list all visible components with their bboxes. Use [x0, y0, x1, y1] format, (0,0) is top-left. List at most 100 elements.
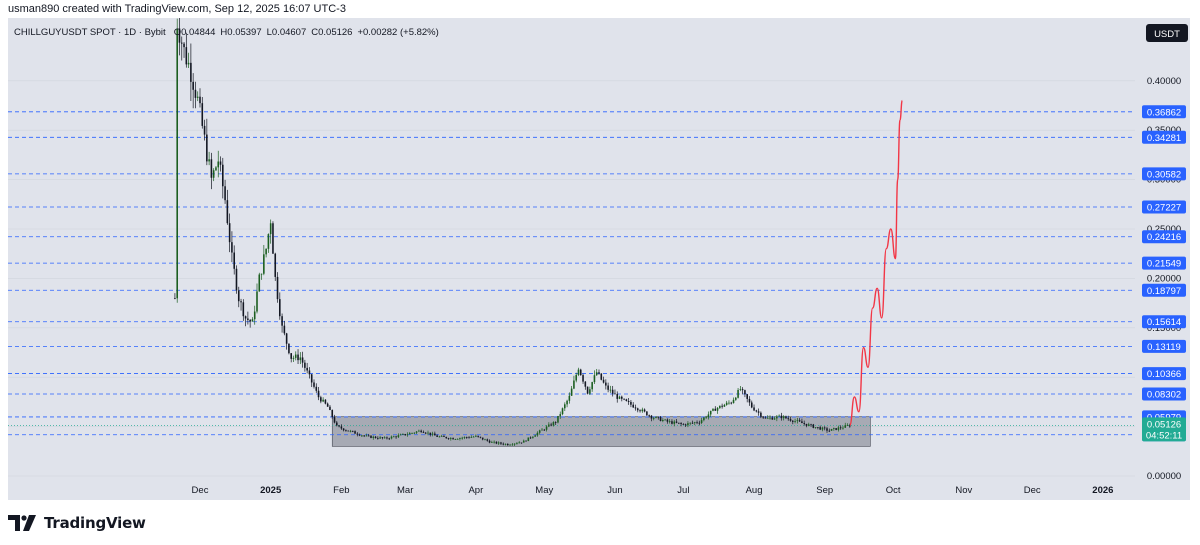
currency-button[interactable]: USDT [1146, 24, 1188, 42]
candle-body-37 [258, 274, 261, 292]
candle-body-18 [215, 167, 217, 171]
candle-body-87 [372, 436, 375, 438]
candle-body-208 [648, 415, 650, 417]
candle-body-98 [397, 435, 400, 438]
candle-body-80 [356, 433, 359, 435]
level-tag-6 [1142, 283, 1186, 297]
candle-body-189 [605, 382, 607, 386]
candle-body-233 [705, 417, 707, 419]
candle-body-2 [178, 28, 181, 43]
candle-body-167 [554, 422, 557, 423]
y-tick-3: 0.25000 [1147, 224, 1181, 235]
range-box-layer [331, 416, 871, 447]
candle-body-295 [846, 425, 849, 426]
candle-body-78 [351, 430, 354, 432]
level-tag-label-2: 0.30582 [1147, 169, 1181, 180]
candle-body-131 [472, 436, 475, 438]
candle-body-159 [536, 432, 539, 436]
candle-body-48 [283, 325, 286, 334]
candle-body-210 [652, 417, 655, 419]
candle-body-281 [814, 427, 817, 428]
candle-body-191 [609, 389, 612, 391]
candle-body-89 [377, 437, 379, 439]
y-tick-5: 0.15000 [1147, 323, 1181, 334]
candle-body-223 [682, 423, 685, 425]
x-tick-8: Aug [746, 485, 763, 496]
candle-body-151 [518, 442, 520, 444]
candle-body-103 [408, 433, 411, 435]
chart-canvas[interactable]: 0.400000.350000.300000.250000.200000.150… [0, 18, 1200, 500]
candle-body-94 [388, 438, 391, 440]
candle-body-137 [486, 439, 489, 441]
level-tag-label-4: 0.24216 [1147, 232, 1181, 243]
projection-path [849, 99, 903, 427]
candle-body-178 [579, 369, 582, 376]
candle-body-249 [741, 389, 744, 391]
candle-body-90 [379, 437, 381, 439]
candle-body-257 [760, 412, 762, 417]
candle-body-11 [199, 96, 201, 104]
candle-body-63 [317, 390, 320, 398]
x-tick-3: Mar [397, 485, 413, 496]
candle-body-3 [180, 42, 183, 44]
candle-body-47 [281, 316, 283, 326]
candle-body-129 [468, 437, 470, 439]
candle-body-23 [226, 200, 229, 224]
candle-body-39 [263, 254, 265, 274]
candle-body-122 [452, 438, 454, 440]
candle-body-154 [525, 440, 527, 442]
candle-body-31 [244, 316, 247, 319]
candle-body-66 [324, 399, 327, 404]
candle-body-0 [174, 298, 176, 299]
candle-body-113 [431, 433, 434, 435]
y-tick-8: 0.00000 [1147, 471, 1181, 482]
candle-body-57 [304, 362, 306, 368]
candle-body-152 [520, 442, 523, 444]
candle-body-125 [459, 438, 461, 439]
candle-body-13 [203, 125, 206, 135]
ohlc-change: +0.00282 (+5.82%) [357, 27, 438, 38]
candle-body-218 [671, 421, 673, 424]
candle-body-139 [491, 442, 493, 443]
candle-body-116 [438, 436, 441, 438]
ohlc-low: L0.04607 [267, 27, 307, 38]
tradingview-logo[interactable]: TradingView [8, 512, 146, 534]
candle-body-266 [780, 415, 783, 419]
candle-body-61 [313, 382, 315, 387]
projection-layer [849, 99, 903, 427]
candle-body-96 [393, 436, 395, 438]
candle-body-263 [773, 418, 776, 420]
x-axis[interactable]: Dec 2025 Feb Mar Apr May Jun Jul Aug Sep Oct Nov Dec… [192, 485, 1114, 496]
y-tick-4: 0.20000 [1147, 273, 1181, 284]
candle-body-135 [481, 437, 484, 440]
candle-body-102 [406, 434, 409, 436]
candle-body-256 [757, 411, 760, 413]
candle-body-6 [187, 62, 190, 65]
candle-body-73 [340, 426, 343, 429]
candle-body-153 [522, 440, 525, 443]
candle-body-106 [415, 431, 418, 433]
candle-body-293 [842, 427, 844, 429]
candle-body-198 [625, 399, 628, 401]
candle-body-81 [358, 434, 361, 436]
candle-body-64 [320, 397, 322, 402]
candle-body-140 [493, 441, 495, 443]
x-tick-9: Sep [816, 485, 833, 496]
candle-body-282 [817, 427, 819, 428]
candle-body-179 [582, 375, 584, 382]
candle-body-279 [810, 424, 812, 426]
candle-body-170 [561, 408, 564, 415]
chart-legend: CHILLGUYUSDT SPOT · 1D · Bybit O0.04844 … [14, 27, 439, 38]
candle-body-99 [399, 434, 402, 436]
candle-body-133 [477, 435, 479, 437]
currency-button-label: USDT [1154, 29, 1180, 40]
candle-body-100 [402, 433, 404, 435]
candle-body-207 [646, 411, 648, 416]
candle-body-248 [739, 389, 742, 390]
candle-body-40 [265, 248, 267, 255]
candle-body-21 [222, 164, 224, 187]
candle-body-33 [249, 319, 251, 322]
candle-body-142 [497, 442, 500, 444]
candle-body-72 [338, 425, 340, 427]
tradingview-logo-text: TradingView [44, 514, 146, 532]
